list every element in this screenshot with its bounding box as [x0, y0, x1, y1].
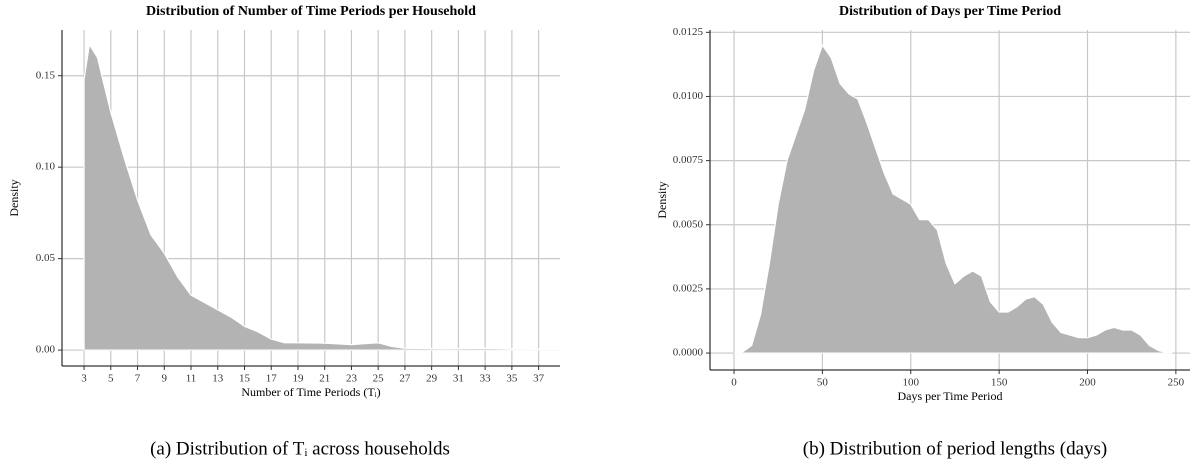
- x-tick-label: 33: [480, 373, 492, 385]
- x-tick-label: 23: [346, 373, 358, 385]
- x-axis-label: Number of Time Periods (Tᵢ): [241, 385, 380, 399]
- chart-title: Distribution of Number of Time Periods p…: [146, 4, 476, 19]
- y-tick-label: 0.00: [36, 344, 56, 356]
- x-tick-label: 13: [212, 373, 224, 385]
- y-tick-label: 0.0000: [673, 347, 704, 359]
- y-tick-label: 0.0100: [673, 90, 704, 102]
- y-axis-label: Density: [655, 181, 669, 218]
- x-axis-label: Days per Time Period: [898, 389, 1003, 403]
- y-tick-label: 0.05: [36, 252, 56, 264]
- x-tick-label: 50: [817, 377, 829, 389]
- x-tick-label: 3: [81, 373, 87, 385]
- x-tick-label: 35: [506, 373, 518, 385]
- y-tick-label: 0.0075: [673, 154, 704, 166]
- y-tick-label: 0.15: [36, 69, 56, 81]
- y-tick-label: 0.0025: [673, 282, 704, 294]
- y-tick-label: 0.10: [36, 161, 56, 173]
- x-tick-label: 17: [266, 373, 278, 385]
- caption: (a) Distribution of Tᵢ across households: [150, 438, 450, 459]
- x-tick-label: 15: [239, 373, 251, 385]
- caption: (b) Distribution of period lengths (days…: [803, 438, 1107, 459]
- x-tick-label: 27: [399, 373, 411, 385]
- y-tick-label: 0.0050: [673, 218, 704, 230]
- x-tick-label: 100: [903, 377, 920, 389]
- y-axis-label: Density: [7, 179, 21, 216]
- y-tick-label: 0.0125: [673, 26, 704, 38]
- x-tick-label: 19: [292, 373, 304, 385]
- density-area: [733, 43, 1173, 354]
- x-tick-label: 29: [426, 373, 438, 385]
- x-tick-label: 150: [991, 377, 1008, 389]
- x-tick-label: 31: [453, 373, 464, 385]
- x-tick-label: 7: [135, 373, 141, 385]
- chart-title: Distribution of Days per Time Period: [839, 4, 1061, 19]
- x-tick-label: 9: [162, 373, 168, 385]
- x-tick-label: 250: [1168, 377, 1185, 389]
- x-tick-label: 0: [731, 377, 737, 389]
- x-tick-label: 5: [108, 373, 114, 385]
- density-area: [83, 42, 561, 351]
- x-tick-label: 37: [533, 373, 545, 385]
- x-tick-label: 200: [1079, 377, 1096, 389]
- x-tick-label: 21: [319, 373, 330, 385]
- x-tick-label: 11: [186, 373, 197, 385]
- x-tick-label: 25: [373, 373, 385, 385]
